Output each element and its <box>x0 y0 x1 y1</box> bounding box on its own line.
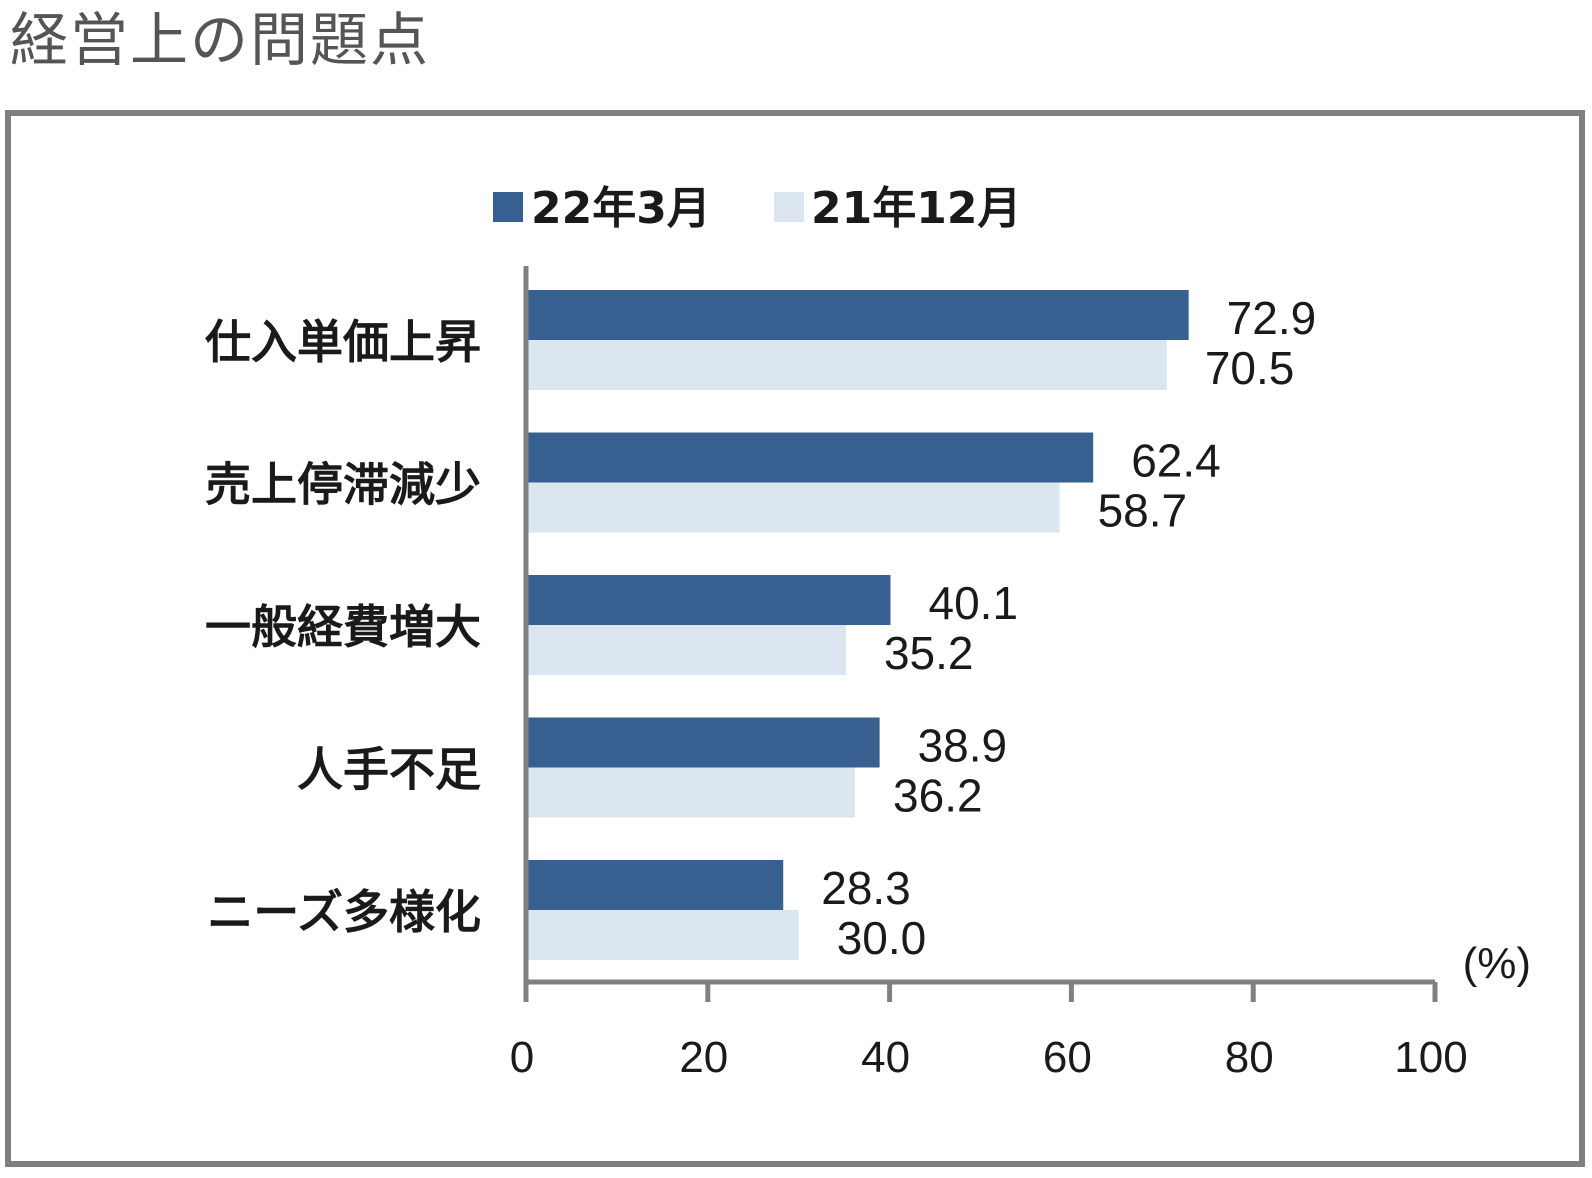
x-tick-label-1: 0 <box>510 1033 534 1082</box>
x-tick-label-4: 60 <box>1043 1033 1092 1082</box>
chart-frame: 22年3月 21年12月 仕入単価上昇 72.9 70.5 売上停滞減少 62.4 58.7… <box>5 110 1585 1167</box>
page-title: 経営上の問題点 <box>10 6 431 74</box>
legend-swatch-1 <box>493 192 523 222</box>
legend: 22年3月 21年12月 <box>493 183 1021 234</box>
value-label-1-4: 38.9 <box>918 720 1008 772</box>
bar-2-4 <box>526 767 856 818</box>
value-label-1-2: 62.4 <box>1131 435 1221 487</box>
bar-1-1 <box>526 290 1189 340</box>
value-label-1-5: 28.3 <box>821 862 911 914</box>
x-tick-label-2: 20 <box>679 1033 728 1082</box>
bar-1-2 <box>526 432 1094 483</box>
category-label-2: 売上停滞減少 <box>205 458 481 512</box>
legend-label-2: 21年12月 <box>811 183 1021 234</box>
legend-label-1: 22年3月 <box>531 183 711 234</box>
bar-2-5 <box>526 910 799 960</box>
value-label-2-4: 36.2 <box>893 770 983 822</box>
bar-2-2 <box>526 482 1060 533</box>
bar-2-1 <box>526 340 1167 390</box>
bar-2-3 <box>526 625 846 675</box>
bar-1-4 <box>526 717 880 768</box>
value-label-2-5: 30.0 <box>837 912 927 964</box>
x-tick-label-6: 100 <box>1394 1033 1467 1082</box>
category-label-5: ニーズ多様化 <box>207 885 481 939</box>
value-label-2-1: 70.5 <box>1205 342 1295 394</box>
value-label-1-1: 72.9 <box>1227 292 1317 344</box>
legend-swatch-2 <box>774 192 804 222</box>
category-label-3: 一般経費増大 <box>205 600 481 654</box>
bars: 仕入単価上昇 72.970.5 売上停滞減少 62.458.7 一般経費増大 40.135… <box>205 290 1316 964</box>
bar-1-3 <box>526 575 891 625</box>
unit-label: (%) <box>1463 939 1531 988</box>
category-label-4: 人手不足 <box>297 743 481 797</box>
x-tick-label-3: 40 <box>861 1033 910 1082</box>
value-label-1-3: 40.1 <box>929 577 1019 629</box>
x-tick-label-5: 80 <box>1225 1033 1274 1082</box>
value-label-2-3: 35.2 <box>884 627 974 679</box>
axes: 0 20 40 60 80 100 (%) <box>510 266 1531 1082</box>
bar-1-5 <box>526 860 784 910</box>
value-label-2-2: 58.7 <box>1098 485 1188 537</box>
category-label-1: 仕入単価上昇 <box>205 315 481 369</box>
bar-chart: 22年3月 21年12月 仕入単価上昇 72.970.5 売上停滞減少 62.458.7… <box>205 183 1531 1082</box>
